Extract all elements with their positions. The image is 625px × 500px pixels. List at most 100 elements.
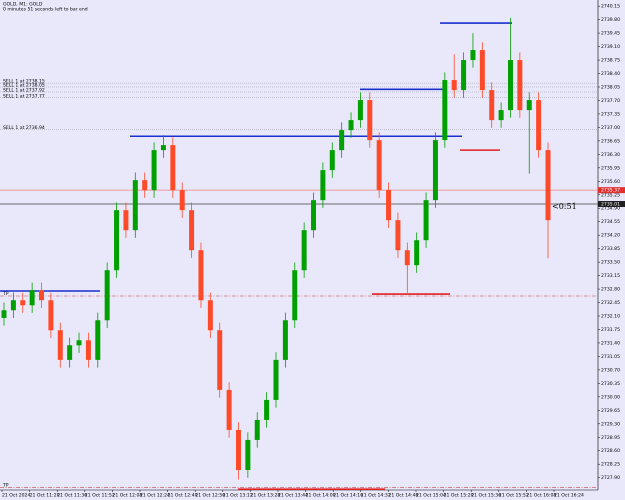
candle-body xyxy=(151,150,157,191)
candle-body xyxy=(311,200,317,231)
x-tick-label: 21 Oct 14:00 xyxy=(306,493,336,499)
candle-body xyxy=(29,290,35,306)
candle-body xyxy=(160,145,166,151)
chart-subtitle: 0 minutes 51 seconds left to bar end xyxy=(3,7,88,13)
candle-body xyxy=(189,210,195,251)
tp-label: TP xyxy=(2,482,9,488)
candle-body xyxy=(76,340,82,346)
x-tick-label: 21 Oct 12:24 xyxy=(140,493,170,499)
candle-body xyxy=(264,399,270,420)
candle-body xyxy=(404,250,410,266)
bid-label: 2735.01 xyxy=(601,202,620,208)
x-tick-label: 21 Oct 12:08 xyxy=(112,493,142,499)
candle-body xyxy=(329,150,335,171)
y-tick-label: 2728.25 xyxy=(601,462,620,468)
y-tick-label: 2735.25 xyxy=(601,192,620,198)
candle-body xyxy=(235,429,241,470)
candle-body xyxy=(489,90,495,121)
y-tick-label: 2731.40 xyxy=(601,340,620,346)
y-tick-label: 2737.70 xyxy=(601,98,620,104)
y-tick-label: 2739.10 xyxy=(601,44,620,50)
candle-body xyxy=(104,270,110,321)
y-tick-label: 2728.95 xyxy=(601,435,620,441)
y-tick-label: 2740.15 xyxy=(601,4,620,10)
candle-body xyxy=(39,290,45,301)
candle-body xyxy=(57,330,63,360)
candle-body xyxy=(301,230,307,271)
y-tick-label: 2730.70 xyxy=(601,367,620,373)
x-tick-label: 21 Oct 13:28 xyxy=(250,493,280,499)
x-tick-label: 21 Oct 13:44 xyxy=(278,493,308,499)
y-tick-label: 2731.05 xyxy=(601,354,620,360)
y-tick-label: 2736.30 xyxy=(601,152,620,158)
x-tick-label: 21 Oct 11:20 xyxy=(30,493,60,499)
y-tick-label: 2733.50 xyxy=(601,260,620,266)
candle-body xyxy=(123,210,129,231)
x-tick-label: 21 Oct 12:56 xyxy=(195,493,225,499)
candle-body xyxy=(207,300,213,331)
y-tick-label: 2732.10 xyxy=(601,314,620,320)
candle-body xyxy=(479,50,485,91)
y-tick-label: 2735.95 xyxy=(601,165,620,171)
y-tick-label: 2737.00 xyxy=(601,125,620,131)
candle-body xyxy=(517,60,523,111)
y-tick-label: 2735.60 xyxy=(601,179,620,185)
y-tick-label: 2734.20 xyxy=(601,233,620,239)
x-tick-label: 21 Oct 2024 xyxy=(2,493,30,499)
candle-body xyxy=(376,140,382,191)
x-tick-label: 21 Oct 16:08 xyxy=(526,493,556,499)
order-label: SELL 1 at 2736.94 xyxy=(3,125,45,131)
x-tick-label: 21 Oct 14:48 xyxy=(388,493,418,499)
y-tick-label: 2738.05 xyxy=(601,84,620,90)
x-tick-label: 21 Oct 11:52 xyxy=(85,493,115,499)
candle-body xyxy=(432,140,438,201)
candle-body xyxy=(170,145,176,191)
y-tick-label: 2739.45 xyxy=(601,31,620,37)
y-tick-label: 2729.30 xyxy=(601,421,620,427)
candle-body xyxy=(348,120,354,131)
candle-body xyxy=(217,330,223,390)
candle-body xyxy=(339,130,345,151)
candle-body xyxy=(357,100,363,121)
candle-body xyxy=(536,100,542,151)
candle-body xyxy=(142,180,148,191)
candle-body xyxy=(470,50,476,61)
y-tick-label: 2730.35 xyxy=(601,381,620,387)
candle-body xyxy=(526,100,532,111)
ask-box xyxy=(598,187,625,194)
x-tick-label: 21 Oct 15:20 xyxy=(444,493,474,499)
x-tick-label: 21 Oct 13:12 xyxy=(223,493,253,499)
x-tick-label: 21 Oct 14:32 xyxy=(361,493,391,499)
y-tick-label: 2734.90 xyxy=(601,206,620,212)
x-tick-label: 21 Oct 15:36 xyxy=(471,493,501,499)
order-label: SELL 1 at 2738.05 xyxy=(3,82,45,88)
candle-body xyxy=(67,345,73,360)
y-tick-label: 2728.60 xyxy=(601,448,620,454)
x-tick-label: 21 Oct 11:36 xyxy=(57,493,87,499)
bar-timer: <0:51 xyxy=(552,202,577,211)
candle-body xyxy=(395,220,401,251)
bid-box xyxy=(598,201,625,208)
candle-body xyxy=(10,300,16,311)
candle-body xyxy=(545,150,551,221)
candle-body xyxy=(85,340,91,360)
x-tick-label: 21 Oct 16:24 xyxy=(554,493,584,499)
candle-body xyxy=(461,60,467,91)
candle-body xyxy=(507,60,513,111)
y-tick-label: 2734.55 xyxy=(601,219,620,225)
order-label: SELL 1 at 2737.92 xyxy=(3,87,45,93)
y-tick-label: 2732.80 xyxy=(601,287,620,293)
chart-title: GOLD, M1: GOLD xyxy=(3,2,43,8)
y-tick-label: 2739.80 xyxy=(601,17,620,23)
candle-body xyxy=(245,439,251,470)
y-tick-label: 2737.35 xyxy=(601,111,620,117)
y-tick-label: 2733.15 xyxy=(601,273,620,279)
y-tick-label: 2730.00 xyxy=(601,394,620,400)
candle-body xyxy=(498,110,504,121)
y-tick-label: 2738.40 xyxy=(601,71,620,77)
candle-body xyxy=(367,100,373,141)
order-label: SELL 1 at 2737.77 xyxy=(3,93,45,99)
x-tick-label: 21 Oct 14:16 xyxy=(333,493,363,499)
